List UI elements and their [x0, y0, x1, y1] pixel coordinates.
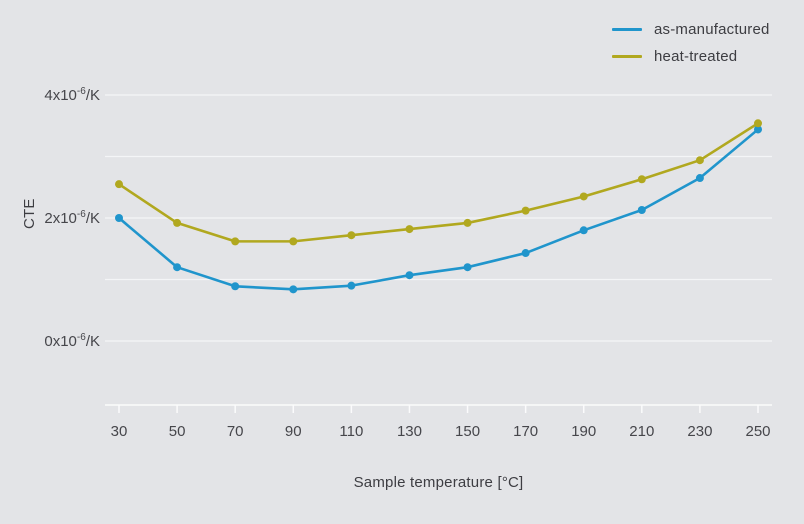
y-tick-label: 2x10-6/K: [44, 209, 100, 227]
x-tick-label: 150: [455, 423, 480, 440]
as-manufactured-line: [117, 128, 760, 291]
x-tick-label: 230: [687, 423, 712, 440]
x-tick-label: 250: [745, 423, 770, 440]
as-manufactured-point: [754, 125, 762, 134]
x-tick-label: 190: [571, 423, 596, 440]
as-manufactured-point: [173, 263, 182, 272]
as-manufactured-point: [463, 263, 472, 272]
heat-treated-point: [173, 218, 182, 227]
x-tick-label: 130: [397, 423, 422, 440]
legend-item-heat-treated: heat-treated: [612, 45, 770, 67]
heat-treated-point: [115, 180, 123, 189]
legend-label-heat-treated: heat-treated: [654, 47, 738, 65]
heat-treated-point: [754, 119, 762, 128]
heat-treated-point: [405, 225, 414, 234]
as-manufactured-point: [115, 214, 123, 222]
heat-treated-point: [695, 156, 704, 165]
as-manufactured-point: [637, 206, 646, 215]
as-manufactured-point: [289, 285, 298, 294]
chart-legend: as-manufactured heat-treated: [612, 18, 770, 72]
heat-treated-point: [463, 218, 472, 227]
heat-treated-point: [637, 175, 646, 184]
as-manufactured-point: [579, 226, 588, 235]
legend-item-as-manufactured: as-manufactured: [612, 18, 770, 40]
heat-treated-point: [231, 237, 240, 246]
x-tick-label: 210: [629, 423, 654, 440]
as-manufactured-point: [695, 174, 704, 183]
as-manufactured-point: [231, 282, 240, 291]
heat-treated-point: [579, 192, 588, 201]
as-manufactured-point: [521, 249, 530, 258]
heat-treated-point: [289, 237, 298, 246]
x-tick-label: 50: [169, 423, 186, 440]
as-manufactured-point: [347, 281, 356, 290]
x-tick-label: 110: [339, 423, 363, 440]
x-tick-label: 90: [285, 423, 302, 440]
x-tick-label: 170: [513, 423, 538, 440]
x-tick-label: 30: [111, 423, 128, 440]
heat-treated-line: [117, 121, 760, 243]
x-axis-title: Sample temperature [°C]: [353, 474, 524, 491]
y-axis-title: CTE: [21, 198, 38, 229]
legend-label-as-manufactured: as-manufactured: [654, 20, 770, 38]
x-tick-label: 70: [227, 423, 244, 440]
y-tick-label: 4x10-6/K: [44, 86, 100, 104]
heat-treated-line-swatch: [612, 54, 642, 58]
heat-treated-point: [521, 206, 530, 215]
as-manufactured-point: [405, 271, 414, 280]
y-tick-label: 0x10-6/K: [44, 332, 100, 350]
heat-treated-point: [347, 231, 356, 240]
as-manufactured-line-swatch: [612, 27, 642, 31]
